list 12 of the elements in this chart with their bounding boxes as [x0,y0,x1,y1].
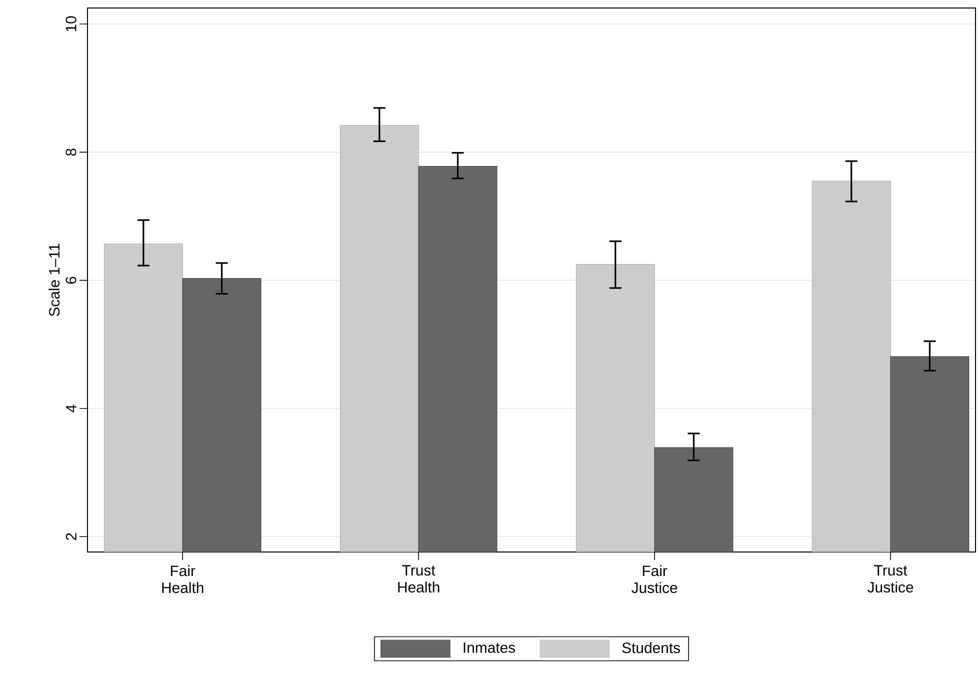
x-tick-label: Trust Justice [868,565,914,593]
y-tick-label: 4 [66,404,76,412]
y-axis-title: Scale 1–11 [48,244,60,316]
x-tick-label: Fair Health [162,565,204,594]
y-tick-label: 8 [66,148,76,156]
y-tick-label: 6 [66,276,76,284]
y-tick-label: 2 [66,533,76,540]
y-tick-label: 10 [66,16,76,32]
legend-label: Students [622,642,680,654]
x-tick-label: Fair Justice [632,565,678,594]
x-tick-label: Trust Health [398,565,440,593]
legend-label: Inmates [464,642,516,653]
